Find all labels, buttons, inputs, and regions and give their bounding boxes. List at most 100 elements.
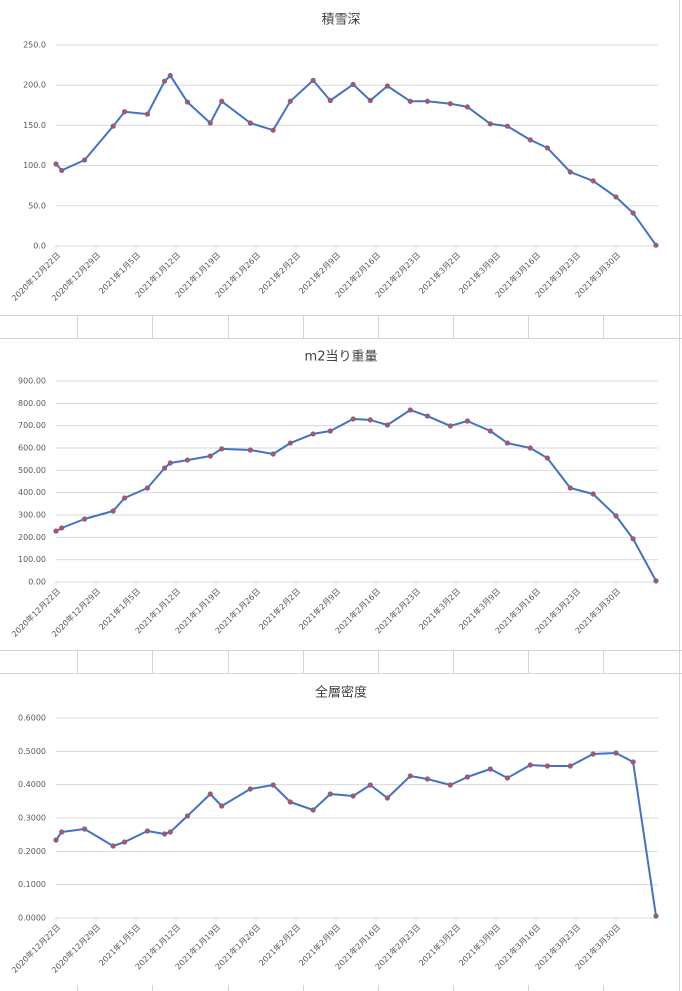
data-point [144, 111, 151, 117]
data-line [55, 752, 657, 917]
y-tick-label: 150.0 [23, 121, 46, 130]
y-tick-label: 100.0 [23, 161, 46, 170]
y-tick-label: 300.00 [18, 511, 46, 520]
data-point [167, 72, 173, 79]
data-point [350, 793, 356, 799]
x-tick-label: 2021年3月9日 [457, 250, 503, 296]
x-tick-label: 2021年3月2日 [417, 922, 463, 968]
data-point [167, 829, 173, 835]
data-point [590, 751, 596, 757]
data-point [544, 145, 551, 151]
data-point [121, 109, 128, 115]
data-point [424, 413, 431, 419]
y-tick-label: 0.00 [28, 578, 46, 587]
data-point [487, 766, 493, 772]
data-point [121, 495, 128, 501]
x-tick-label: 2021年2月2日 [257, 922, 303, 968]
x-tick-label: 2021年2月9日 [297, 586, 343, 632]
data-point [567, 169, 573, 175]
data-point [270, 127, 276, 133]
y-tick-label: 0.3000 [18, 814, 46, 823]
data-point [167, 460, 173, 466]
data-point [613, 750, 619, 756]
data-point [464, 104, 471, 110]
data-point [207, 791, 213, 797]
data-point [310, 77, 316, 83]
data-point [161, 465, 168, 471]
x-tick-label: 2021年2月9日 [297, 922, 343, 968]
data-point [207, 453, 213, 459]
x-tick-label: 2021年1月5日 [97, 922, 143, 968]
data-point [287, 98, 293, 104]
y-tick-label: 0.5000 [18, 747, 46, 756]
x-tick-label: 2021年1月5日 [97, 586, 143, 632]
data-point [81, 826, 88, 832]
y-tick-label: 0.6000 [18, 714, 46, 723]
data-point [287, 799, 293, 805]
data-point [424, 776, 431, 782]
data-point [447, 423, 453, 429]
data-point [144, 828, 151, 834]
data-point [81, 157, 88, 163]
x-tick-label: 2021年2月2日 [257, 586, 303, 632]
data-point [504, 775, 511, 781]
data-point [487, 428, 493, 434]
data-point [590, 178, 596, 184]
data-point [544, 455, 551, 461]
data-point [527, 445, 533, 451]
y-tick-label: 800.00 [18, 399, 46, 408]
data-point [110, 508, 116, 514]
data-point [630, 210, 636, 216]
data-point [367, 97, 373, 104]
y-tick-label: 700.00 [18, 421, 46, 430]
y-tick-label: 250.0 [23, 41, 46, 50]
data-point [653, 913, 659, 919]
y-tick-label: 50.0 [28, 201, 46, 210]
data-point [53, 161, 59, 167]
data-point [247, 786, 253, 792]
data-point [613, 194, 619, 200]
data-point [327, 97, 333, 104]
y-tick-label: 0.0000 [18, 914, 46, 923]
data-point [310, 807, 316, 813]
data-point [367, 417, 373, 423]
data-point [630, 759, 636, 765]
data-line [55, 74, 657, 246]
data-point [81, 516, 88, 522]
data-point [527, 762, 533, 768]
data-point [270, 782, 276, 788]
data-point [247, 447, 253, 453]
data-point [184, 99, 191, 105]
data-point [464, 774, 471, 780]
data-point [184, 457, 191, 463]
chart-title: 全層密度 [315, 685, 367, 701]
y-tick-label: 900.00 [18, 377, 46, 386]
x-tick-label: 2021年3月2日 [417, 250, 463, 296]
data-point [219, 446, 225, 452]
y-tick-label: 200.00 [18, 533, 46, 542]
data-point [144, 485, 151, 491]
data-point [270, 451, 276, 457]
y-tick-label: 500.00 [18, 466, 46, 475]
chart: 全層密度 0.0000 0.1000 0.2000 0.3000 0.4000 0.5000… [9, 685, 659, 975]
chart-title: m2当り重量 [305, 349, 378, 365]
data-point [384, 422, 391, 428]
y-tick-label: 0.2000 [18, 847, 46, 856]
data-point [613, 513, 619, 519]
data-point [384, 83, 391, 89]
data-point [487, 121, 493, 127]
data-point [527, 137, 533, 143]
data-point [447, 782, 453, 788]
data-point [207, 120, 213, 126]
data-point [504, 123, 511, 129]
data-point [110, 123, 116, 129]
y-tick-label: 0.4000 [18, 780, 46, 789]
data-point [161, 831, 168, 837]
data-point [350, 81, 356, 87]
data-point [653, 242, 659, 248]
data-point [247, 120, 253, 126]
data-point [219, 98, 225, 104]
data-point [219, 803, 225, 809]
